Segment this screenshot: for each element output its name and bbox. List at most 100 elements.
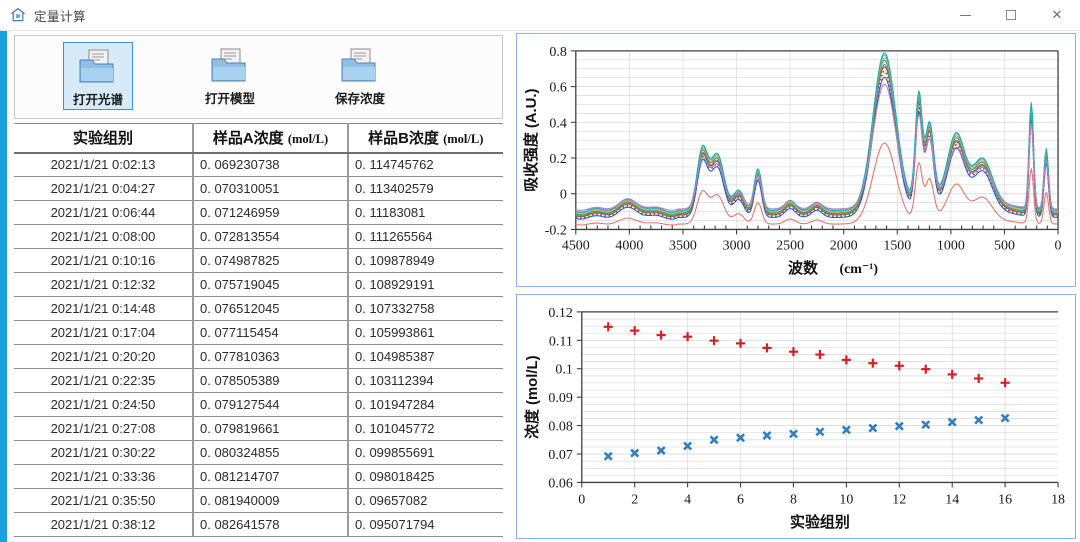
cell-sample-b[interactable]: 0. 113402579 [347, 176, 503, 201]
data-point [815, 350, 825, 360]
cell-group[interactable]: 2021/1/21 0:27:08 [14, 416, 194, 441]
cell-sample-a[interactable]: 0. 079819661 [192, 416, 349, 441]
spectrum-chart-panel: -0.2 0 0.2 0.4 0.6 0.8 4500 4000 3500 3000 2500 200… [516, 33, 1076, 287]
table-row[interactable]: 2021/1/21 0:38:12 0. 082641578 0. 09507179… [14, 512, 503, 537]
table-row[interactable]: 2021/1/21 0:30:22 0. 080324855 0. 09985569… [14, 440, 503, 465]
cell-sample-a[interactable]: 0. 074987825 [192, 248, 349, 273]
cell-sample-b[interactable]: 0. 101045772 [347, 416, 503, 441]
cell-sample-b[interactable]: 0. 114745762 [347, 152, 503, 177]
cell-sample-a[interactable]: 0. 075719045 [192, 272, 349, 297]
cell-group[interactable]: 2021/1/21 0:02:13 [14, 152, 194, 177]
cell-group[interactable]: 2021/1/21 0:17:04 [14, 320, 194, 345]
cell-sample-b[interactable]: 0. 109878949 [347, 248, 503, 273]
home-icon [11, 8, 25, 22]
table-row[interactable]: 2021/1/21 0:02:13 0. 069230738 0. 11474576… [14, 152, 503, 177]
table-row[interactable]: 2021/1/21 0:04:27 0. 070310051 0. 11340257… [14, 176, 503, 201]
spectrum-plot: -0.2 0 0.2 0.4 0.6 0.8 4500 4000 3500 3000 2500 200… [522, 45, 1062, 277]
cell-sample-a[interactable]: 0. 079127544 [192, 392, 349, 417]
header-text: 样品A浓度 [212, 130, 284, 148]
data-point [921, 364, 931, 374]
results-table-container[interactable]: 实验组别 样品A浓度 (mol/L) 样品B浓度 (mol/L) 2021/1/… [14, 123, 503, 538]
svg-text:0: 0 [1055, 238, 1062, 253]
svg-text:(cm⁻¹): (cm⁻¹) [839, 262, 878, 277]
cell-sample-b[interactable]: 0. 099855691 [347, 440, 503, 465]
cell-group[interactable]: 2021/1/21 0:04:27 [14, 176, 194, 201]
spectrum-line [575, 59, 1059, 216]
cell-group[interactable]: 2021/1/21 0:33:36 [14, 464, 194, 489]
cell-sample-b[interactable]: 0. 105993861 [347, 320, 503, 345]
table-row[interactable]: 2021/1/21 0:33:36 0. 081214707 0. 09801842… [14, 464, 503, 489]
cell-sample-a[interactable]: 0. 081214707 [192, 464, 349, 489]
data-point [894, 361, 904, 371]
table-row[interactable]: 2021/1/21 0:22:35 0. 078505389 0. 10311239… [14, 368, 503, 393]
cell-group[interactable]: 2021/1/21 0:06:44 [14, 200, 194, 225]
table-row[interactable]: 2021/1/21 0:10:16 0. 074987825 0. 10987894… [14, 248, 503, 273]
cell-group[interactable]: 2021/1/21 0:14:48 [14, 296, 194, 321]
cell-group[interactable]: 2021/1/21 0:35:50 [14, 488, 194, 513]
cell-sample-a[interactable]: 0. 081940009 [192, 488, 349, 513]
data-point [656, 446, 666, 455]
cell-sample-b[interactable]: 0. 111265564 [347, 224, 503, 249]
svg-text:4500: 4500 [562, 238, 590, 253]
cell-sample-b[interactable]: 0. 095071794 [347, 512, 503, 537]
cell-group[interactable]: 2021/1/21 0:38:12 [14, 512, 194, 537]
data-point [868, 358, 878, 368]
data-point [709, 435, 719, 445]
maximize-button[interactable] [988, 0, 1034, 31]
cell-group[interactable]: 2021/1/21 0:12:32 [14, 272, 194, 297]
cell-sample-b[interactable]: 0. 108929191 [347, 272, 503, 297]
spectrum-chart: -0.2 0 0.2 0.4 0.6 0.8 4500 4000 3500 3000 2500 200… [520, 37, 1072, 283]
cell-sample-b[interactable]: 0. 11183081 [347, 200, 503, 225]
cell-group[interactable]: 2021/1/21 0:20:20 [14, 344, 194, 369]
cell-group[interactable]: 2021/1/21 0:24:50 [14, 392, 194, 417]
data-point [683, 332, 693, 342]
svg-text:实验组别: 实验组别 [790, 513, 850, 531]
cell-sample-a[interactable]: 0. 078505389 [192, 368, 349, 393]
cell-sample-a[interactable]: 0. 080324855 [192, 440, 349, 465]
column-header-sample-b[interactable]: 样品B浓度 (mol/L) [348, 123, 503, 154]
save-concentration-button[interactable]: 保存浓度 [325, 42, 395, 110]
toolbar-label: 保存浓度 [334, 92, 385, 106]
cell-sample-a[interactable]: 0. 069230738 [192, 152, 349, 177]
close-button[interactable]: ✕ [1051, 7, 1063, 23]
cell-group[interactable]: 2021/1/21 0:22:35 [14, 368, 194, 393]
column-header-sample-a[interactable]: 样品A浓度 (mol/L) [193, 123, 349, 154]
table-row[interactable]: 2021/1/21 0:12:32 0. 075719045 0. 10892919… [14, 272, 503, 297]
cell-group[interactable]: 2021/1/21 0:08:00 [14, 224, 194, 249]
open-spectrum-button[interactable]: 打开光谱 [63, 42, 133, 110]
table-row[interactable]: 2021/1/21 0:24:50 0. 079127544 0. 10194728… [14, 392, 503, 417]
open-model-button[interactable]: 打开模型 [195, 42, 265, 110]
data-point [762, 343, 772, 353]
minimize-button[interactable] [942, 0, 988, 31]
column-header-group[interactable]: 实验组别 [14, 123, 194, 154]
cell-group[interactable]: 2021/1/21 0:10:16 [14, 248, 194, 273]
cell-sample-b[interactable]: 0. 107332758 [347, 296, 503, 321]
cell-sample-a[interactable]: 0. 077115454 [192, 320, 349, 345]
table-row[interactable]: 2021/1/21 0:35:50 0. 081940009 0. 09657082 [14, 488, 503, 513]
cell-group[interactable]: 2021/1/21 0:30:22 [14, 440, 194, 465]
cell-sample-b[interactable]: 0. 103112394 [347, 368, 503, 393]
table-row[interactable]: 2021/1/21 0:06:44 0. 071246959 0. 11183081 [14, 200, 503, 225]
cell-sample-a[interactable]: 0. 071246959 [192, 200, 349, 225]
cell-sample-b[interactable]: 0. 104985387 [347, 344, 503, 369]
svg-text:3500: 3500 [669, 238, 697, 253]
svg-text:0: 0 [560, 188, 567, 203]
table-row[interactable]: 2021/1/21 0:14:48 0. 076512045 0. 10733275… [14, 296, 503, 321]
svg-text:18: 18 [1051, 492, 1065, 507]
cell-sample-a[interactable]: 0. 070310051 [192, 176, 349, 201]
spectrum-line [575, 76, 1059, 220]
cell-sample-b[interactable]: 0. 101947284 [347, 392, 503, 417]
cell-sample-a[interactable]: 0. 072813554 [192, 224, 349, 249]
cell-sample-a[interactable]: 0. 076512045 [192, 296, 349, 321]
table-row[interactable]: 2021/1/21 0:08:00 0. 072813554 0. 11126556… [14, 224, 503, 249]
svg-text:0.08: 0.08 [548, 420, 572, 435]
cell-sample-b[interactable]: 0. 09657082 [347, 488, 503, 513]
cell-sample-b[interactable]: 0. 098018425 [347, 464, 503, 489]
cell-sample-a[interactable]: 0. 082641578 [192, 512, 349, 537]
table-row[interactable]: 2021/1/21 0:20:20 0. 077810363 0. 10498538… [14, 344, 503, 369]
svg-text:0.06: 0.06 [548, 476, 572, 491]
cell-sample-a[interactable]: 0. 077810363 [192, 344, 349, 369]
table-row[interactable]: 2021/1/21 0:27:08 0. 079819661 0. 10104577… [14, 416, 503, 441]
table-row[interactable]: 2021/1/21 0:17:04 0. 077115454 0. 10599386… [14, 320, 503, 345]
